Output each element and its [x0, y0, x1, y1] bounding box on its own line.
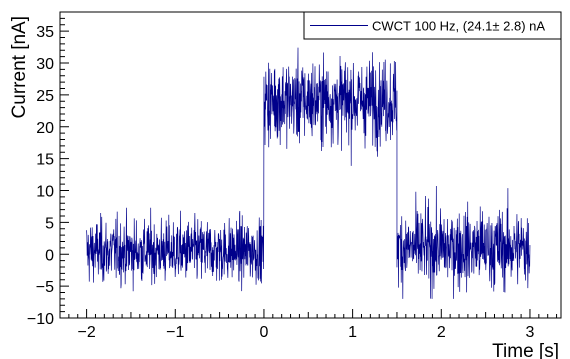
- plot-frame: [59, 11, 562, 319]
- x-tick-label: −2: [77, 324, 95, 341]
- y-tick-label: 20: [36, 120, 54, 137]
- x-tick-label: 0: [259, 324, 268, 341]
- series-line: [86, 47, 531, 299]
- x-tick-label: 2: [437, 324, 446, 341]
- y-tick-label: 10: [36, 184, 54, 201]
- y-tick-label: 5: [45, 215, 54, 232]
- y-tick-label: 0: [45, 247, 54, 264]
- series-layer: [86, 47, 531, 299]
- x-tick-label: 3: [526, 324, 535, 341]
- legend-label: CWCT 100 Hz, (24.1± 2.8) nA: [372, 19, 545, 34]
- x-tick-label: −1: [166, 324, 184, 341]
- legend: CWCT 100 Hz, (24.1± 2.8) nA: [303, 11, 562, 40]
- x-tick-label: 1: [348, 324, 357, 341]
- y-axis-label: Current [nA]: [9, 16, 30, 118]
- y-tick-label: 15: [36, 152, 54, 169]
- y-tick-label: −5: [36, 279, 54, 296]
- legend-box: [303, 11, 562, 40]
- x-axis-label: Time [s]: [492, 341, 559, 359]
- y-tick-label: 25: [36, 88, 54, 105]
- y-tick-label: 35: [36, 24, 54, 41]
- y-tick-label: 30: [36, 56, 54, 73]
- y-tick-label: −10: [27, 311, 54, 328]
